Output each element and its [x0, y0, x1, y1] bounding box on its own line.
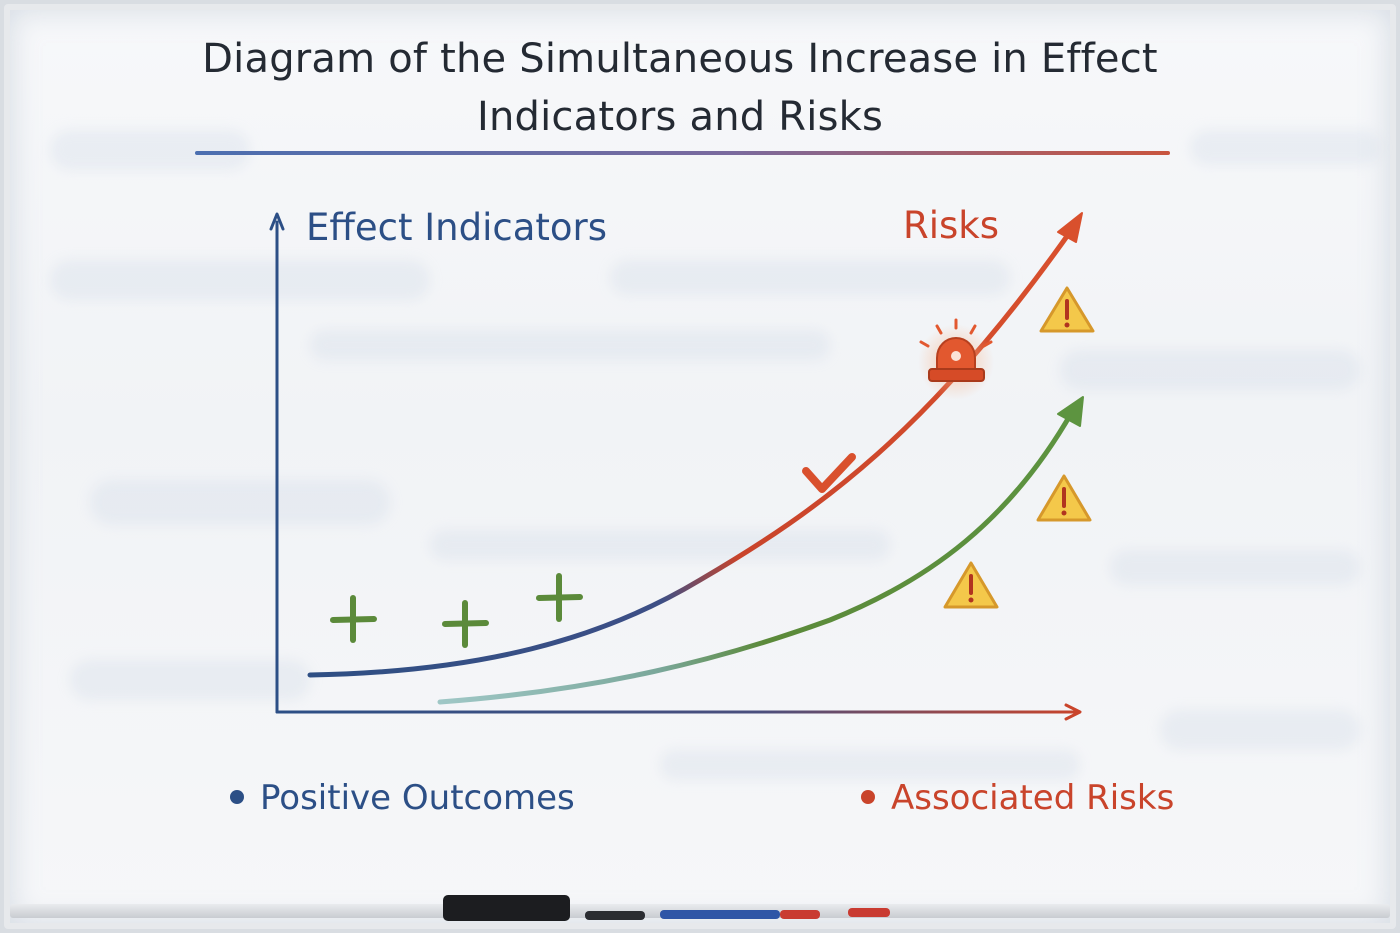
risks-label: Risks	[903, 204, 999, 247]
marker-black	[585, 911, 645, 920]
effect-risk-curve-arrowhead	[1057, 212, 1083, 243]
y-axis	[269, 212, 285, 714]
legend-dot-blue	[230, 789, 244, 804]
diagram-title: Diagram of the Simultaneous Increase in …	[180, 30, 1180, 146]
warning-icon	[1036, 474, 1092, 522]
legend-positive-outcomes: Positive Outcomes	[230, 778, 575, 818]
warning-icon	[943, 561, 999, 609]
whiteboard-surface	[4, 4, 1396, 929]
plus-icon	[536, 573, 583, 622]
legend-positive-text: Positive Outcomes	[260, 778, 575, 818]
x-axis	[275, 703, 1082, 721]
whiteboard-eraser	[443, 895, 570, 921]
legend-risk-text: Associated Risks	[891, 778, 1175, 818]
legend-associated-risks: Associated Risks	[861, 778, 1174, 818]
risk-curve	[437, 409, 1075, 705]
alarm-siren-icon	[918, 318, 994, 400]
effect-indicators-label: Effect Indicators	[306, 206, 608, 249]
warning-icon	[1039, 286, 1095, 333]
legend-dot-red	[861, 789, 875, 804]
checkmark-icon	[802, 453, 856, 493]
effect-risk-curve	[307, 229, 1073, 678]
plus-icon	[442, 600, 489, 648]
title-line-1: Diagram of the Simultaneous Increase in …	[202, 36, 1158, 82]
title-underline	[195, 151, 1170, 155]
plus-icon	[330, 595, 377, 643]
title-line-2: Indicators and Risks	[476, 94, 884, 140]
marker-blue	[660, 910, 780, 919]
risk-curve-arrowhead	[1057, 396, 1084, 427]
marker-red-2	[848, 908, 890, 917]
marker-red-1	[780, 910, 820, 919]
